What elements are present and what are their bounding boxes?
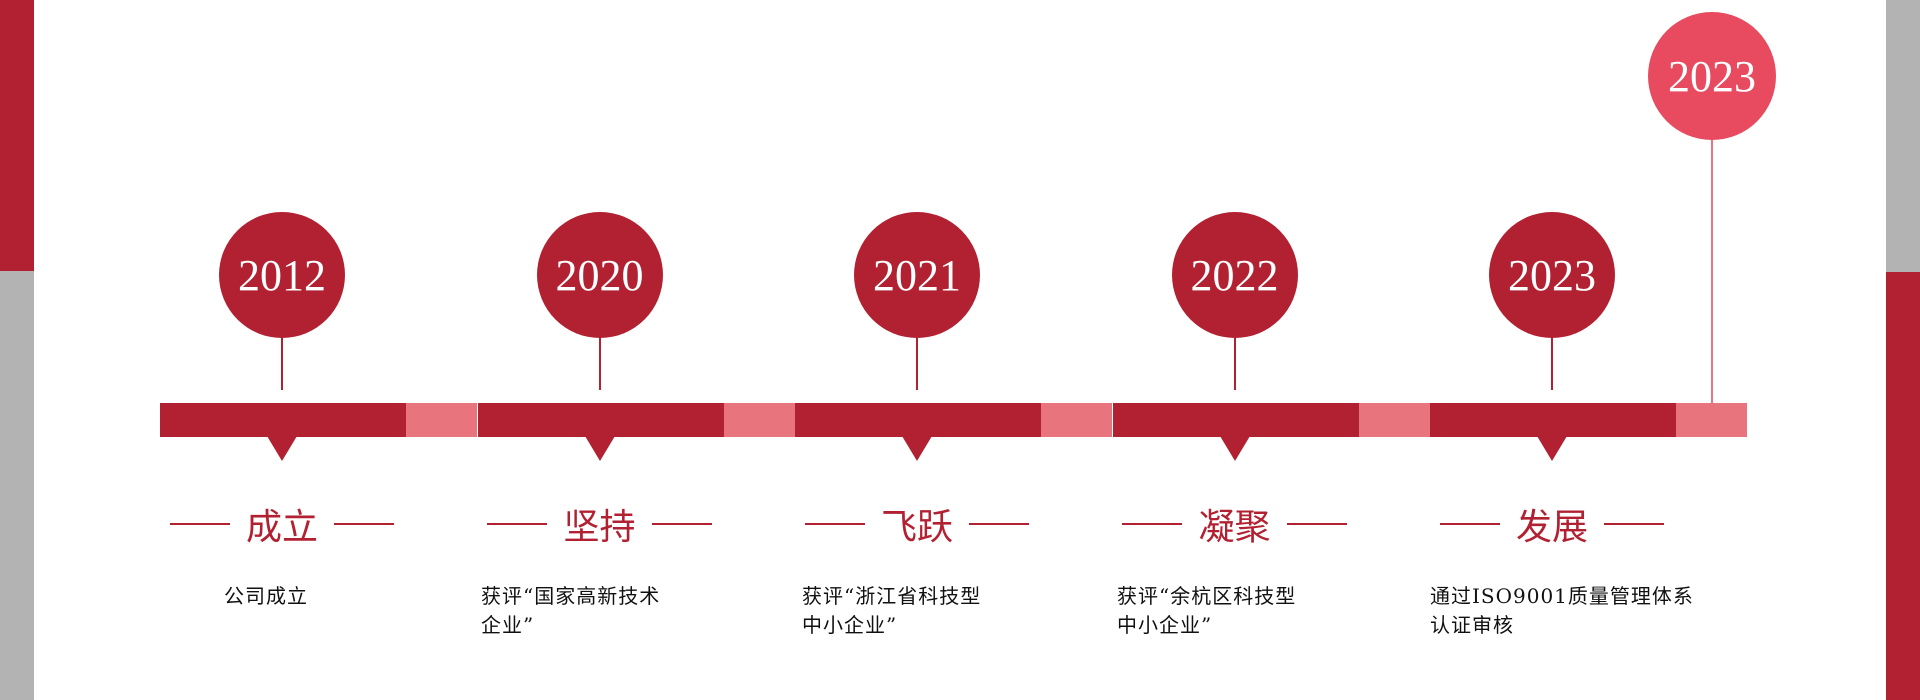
title-line-right [334,523,394,525]
pointer-triangle [584,436,615,461]
milestone-stem [281,338,283,390]
milestone-title: 凝聚 [1105,498,1365,550]
pointer-triangle [1219,436,1250,461]
year-bubble: 2021 [854,212,980,338]
timeline-segment [160,403,406,437]
description-line: 获评“国家高新技术 [481,584,661,608]
title-line-right [969,523,1029,525]
title-line-left [1122,523,1183,525]
title-line-left [804,523,865,525]
milestone-title-text: 发展 [1515,507,1588,548]
milestone-stem [1233,338,1236,390]
title-line-right [651,523,712,525]
left-accent-bar-red [0,0,34,271]
description-line: 通过ISO9001质量管理体系 [1430,584,1694,608]
description-line: 认证审核 [1430,613,1514,637]
milestone-stem [598,338,601,390]
milestone-description: 通过ISO9001质量管理体系 认证审核 [1430,582,1694,640]
milestone-title: 飞跃 [787,498,1047,550]
description-line: 中小企业” [802,613,898,637]
description-line: 获评“浙江省科技型 [802,584,982,608]
milestone-title: 发展 [1422,498,1682,550]
title-line-left [169,523,230,525]
timeline-gap-segment [1041,403,1112,437]
title-line-left [487,523,548,525]
title-line-right [1286,523,1347,525]
title-line-left [1439,523,1500,525]
milestone-description: 获评“余杭区科技型 中小企业” [1117,582,1296,640]
milestone-description: 获评“国家高新技术 企业” [481,582,660,640]
timeline-gap-segment [1358,403,1430,437]
description-line: 公司成立 [224,584,308,608]
title-line-right [1604,523,1664,525]
left-accent-bar-gray [0,271,34,700]
milestone-title: 坚持 [470,498,730,550]
milestone-title-text: 凝聚 [1198,507,1271,548]
milestone-description: 公司成立 [224,582,308,611]
timeline-segment [1112,403,1359,437]
year-bubble: 2020 [536,212,663,338]
timeline-gap-segment [723,403,795,437]
timeline-gap-segment [1676,403,1747,437]
highlight-stem [1711,140,1713,403]
timeline-segment [795,403,1041,437]
milestone-stem [916,338,918,390]
year-bubble: 2023 [1489,212,1615,338]
right-accent-bar-gray [1886,0,1920,272]
milestone-title: 成立 [152,498,412,550]
timeline-segment [477,403,724,437]
timeline-gap-segment [406,403,477,437]
highlight-year-bubble: 2023 [1648,12,1776,140]
right-accent-bar-red [1886,272,1920,700]
milestone-title-text: 坚持 [563,507,636,548]
timeline-segment [1430,403,1676,437]
pointer-triangle [267,436,297,461]
year-bubble: 2022 [1171,212,1298,338]
milestone-title-text: 飞跃 [880,507,953,548]
pointer-triangle [1537,436,1567,461]
year-bubble: 2012 [219,212,345,338]
description-line: 获评“余杭区科技型 [1117,584,1297,608]
description-line: 企业” [481,613,535,637]
milestone-stem [1551,338,1553,390]
description-line: 中小企业” [1117,613,1213,637]
milestone-title-text: 成立 [245,507,318,548]
pointer-triangle [902,436,932,461]
milestone-description: 获评“浙江省科技型 中小企业” [802,582,981,640]
